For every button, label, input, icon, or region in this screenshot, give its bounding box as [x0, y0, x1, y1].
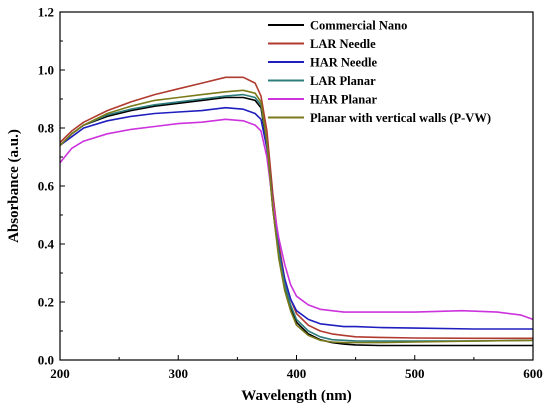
legend: Commercial Nano LAR Needle HAR Needle LAR P…	[268, 19, 491, 125]
series-line-2	[59, 76, 533, 340]
legend-label-6: Planar with vertical walls (P-VW)	[310, 111, 491, 125]
series-line-1	[59, 96, 533, 347]
y-tick-label: 0.6	[38, 179, 55, 194]
ticks-layer: 200 300 400 500 600 0.0 0.2 0.4 0.6 0.8 1.0 1.2	[38, 5, 543, 382]
plot-frame	[59, 11, 534, 361]
x-tick-label: 400	[287, 366, 307, 381]
x-tick-label: 500	[405, 366, 425, 381]
x-tick-label: 600	[523, 366, 543, 381]
x-axis-title: Wavelength (nm)	[241, 388, 351, 404]
y-tick-label: 1.2	[38, 5, 54, 20]
y-axis-title: Absorbance (a.u.)	[6, 129, 22, 243]
y-tick-label: 0.0	[38, 353, 54, 368]
series-line-5	[59, 118, 534, 321]
legend-label-5: HAR Planar	[310, 93, 377, 107]
y-tick-label: 0.2	[38, 295, 54, 310]
x-tick-label: 200	[50, 366, 70, 381]
legend-label-3: HAR Needle	[310, 56, 377, 70]
series-layer	[59, 76, 534, 347]
series-line-6	[59, 89, 534, 344]
legend-label-1: Commercial Nano	[310, 19, 407, 33]
series-line-4	[59, 93, 534, 342]
y-tick-label: 0.4	[38, 237, 55, 252]
legend-label-4: LAR Planar	[310, 74, 376, 88]
x-tick-label: 300	[169, 366, 189, 381]
legend-label-2: LAR Needle	[310, 37, 376, 51]
y-tick-label: 1.0	[38, 63, 54, 78]
y-tick-label: 0.8	[38, 121, 55, 136]
